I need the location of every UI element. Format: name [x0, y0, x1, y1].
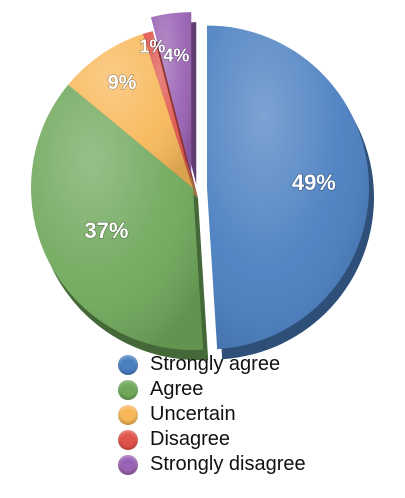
slice-gloss-strongly-agree: [206, 25, 369, 350]
legend-swatch: [118, 404, 138, 425]
legend-swatch: [118, 354, 138, 375]
legend-item-strongly-disagree: Strongly disagree: [118, 452, 378, 477]
slice-label-agree: 37%: [84, 218, 128, 243]
legend-item-strongly-agree: Strongly agree: [118, 352, 378, 377]
slice-gloss-strongly-disagree: [150, 12, 192, 175]
legend-item-disagree: Disagree: [118, 427, 378, 452]
chart-legend: Strongly agree Agree Uncertain Disagree …: [118, 352, 378, 477]
legend-swatch: [118, 379, 138, 400]
legend-swatch: [118, 454, 138, 475]
legend-label: Strongly disagree: [150, 453, 306, 475]
pie-labels: 49% 37% 9%1%4%: [84, 36, 337, 243]
slice-label-uncertain: 9%: [108, 72, 137, 94]
legend-label: Strongly agree: [150, 353, 281, 375]
slice-label-disagree: 1%: [139, 37, 165, 57]
slice-label-strongly-agree: 49%: [292, 170, 336, 195]
legend-label: Agree: [150, 378, 204, 400]
slice-gloss-agree: [31, 84, 204, 350]
legend-label: Uncertain: [150, 403, 236, 425]
pie-slices: [31, 12, 369, 350]
legend-swatch: [118, 429, 138, 450]
legend-label: Disagree: [150, 428, 231, 450]
slice-gloss-disagree: [142, 31, 193, 189]
slice-label-strongly-disagree: 4%: [163, 46, 189, 66]
slice-gloss-uncertain: [68, 33, 193, 188]
legend-item-agree: Agree: [118, 377, 378, 402]
legend-item-uncertain: Uncertain: [118, 402, 378, 427]
